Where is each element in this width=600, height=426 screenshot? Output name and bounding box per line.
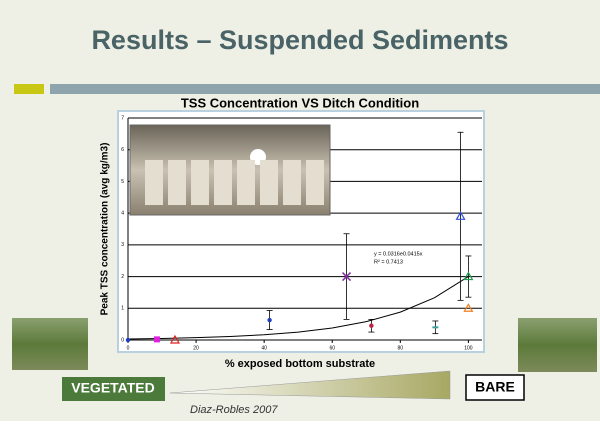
point [432,326,439,329]
accent-block [14,84,44,94]
trendline [127,276,469,340]
chart-title: TSS Concentration VS Ditch Condition [181,95,419,110]
y-tick-label: 0 [121,337,124,343]
point [463,303,474,312]
point [369,323,374,328]
x-tick-label: 0 [127,345,130,351]
accent-bar [50,84,600,94]
y-axis-label: Peak TSS concentration (avg kg/m3) [100,143,111,316]
bare-label: BARE [475,379,515,395]
y-tick-label: 5 [121,179,124,185]
y-tick-label: 7 [121,115,124,121]
gradient-wedge [169,370,451,400]
y-tick-label: 4 [121,210,124,216]
x-tick-label: 40 [261,345,267,351]
y-tick-label: 3 [121,242,124,248]
y-tick-label: 6 [121,147,124,153]
y-tick-label: 2 [121,274,124,280]
y-tick-label: 1 [121,306,124,312]
x-tick-label: 20 [193,345,199,351]
point [341,272,352,282]
point [169,334,181,344]
citation: Diaz-Robles 2007 [190,404,278,416]
vegetated-label: VEGETATED [71,380,155,396]
point [455,211,466,220]
x-tick-label: 60 [329,345,335,351]
vegetated-box [62,377,165,401]
x-tick-label: 80 [398,345,404,351]
photo-inset [129,124,331,216]
point [153,336,160,343]
x-tick-label: 100 [464,345,473,351]
annotation: y = 0.0316e0.0415x [374,251,423,257]
bare-photo [518,318,597,372]
x-axis-label: % exposed bottom substrate [225,358,375,370]
slide-title: Results – Suspended Sediments [91,25,508,55]
error-bar [465,255,472,298]
point [125,337,131,343]
point [267,317,272,323]
point [463,271,474,281]
vegetated-photo [12,318,88,370]
error-bar [457,131,464,301]
bare-box [465,374,525,401]
annotation: R² = 0.7413 [374,259,403,265]
